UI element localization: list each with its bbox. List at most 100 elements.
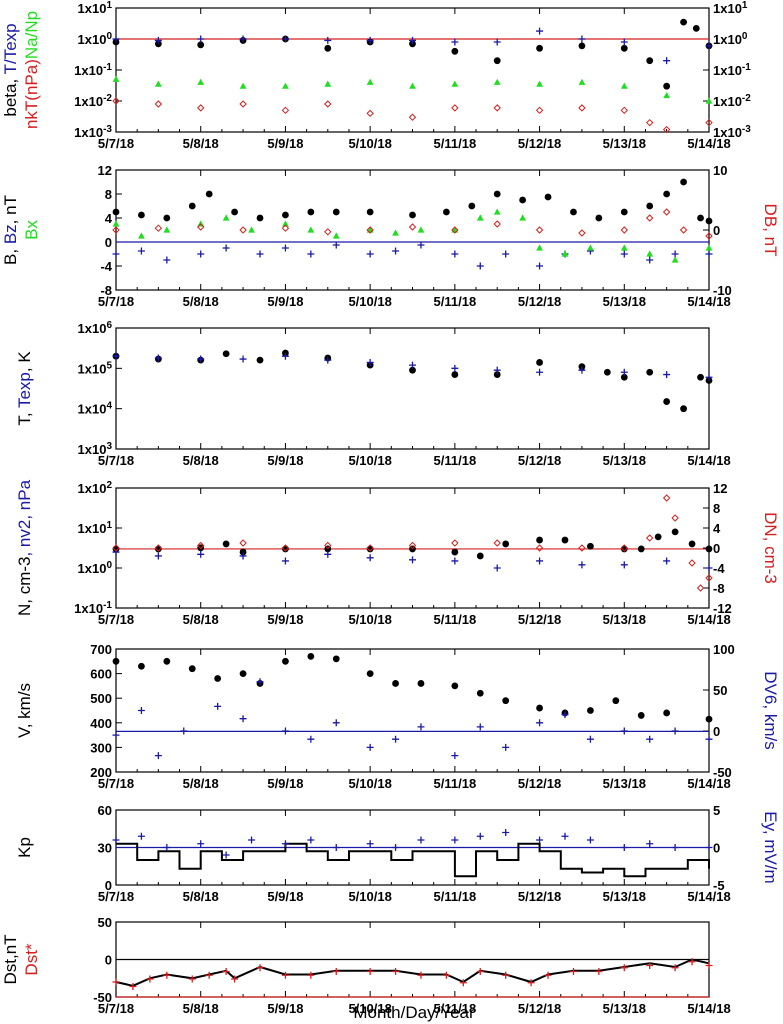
data-point	[256, 250, 264, 258]
x-tick-label: 5/13/18	[603, 612, 646, 627]
data-point	[256, 678, 264, 686]
data-point	[646, 368, 654, 376]
data-point	[586, 836, 594, 844]
y-tick-label: 600	[90, 667, 112, 682]
data-point	[332, 208, 340, 216]
x-tick-label: 5/9/18	[267, 776, 303, 791]
x-tick-label: 5/11/18	[434, 776, 477, 791]
data-point	[137, 832, 145, 840]
x-tick-label: 5/7/18	[98, 889, 134, 904]
data-point	[154, 36, 162, 44]
data-point	[620, 727, 628, 735]
x-tick-label: 5/11/18	[434, 889, 477, 904]
data-point	[281, 727, 289, 735]
data-point	[163, 226, 171, 233]
data-point	[493, 104, 501, 112]
data-point	[578, 366, 586, 374]
y-right-tick-label: 10	[713, 163, 727, 178]
data-point	[281, 352, 289, 360]
x-tick-label: 5/11/18	[434, 612, 477, 627]
data-point	[705, 844, 713, 851]
x-tick-label: 5/13/18	[603, 889, 646, 904]
y-tick-label: -8	[100, 283, 112, 298]
data-point	[451, 371, 459, 378]
x-tick-label: 5/12/18	[518, 136, 561, 151]
data-point	[197, 35, 205, 43]
panel-beta: 5/7/18 5/8/18 5/9/18 5/10/18 5/11/18 5/12/18 5…	[1, 0, 751, 151]
data-point	[324, 36, 332, 44]
data-point	[239, 355, 247, 363]
data-point	[112, 35, 120, 43]
data-point	[417, 241, 425, 249]
x-tick-label: 5/12/18	[518, 612, 561, 627]
data-point	[493, 208, 501, 215]
series-blue	[112, 352, 713, 381]
data-point	[527, 979, 535, 987]
data-point	[535, 544, 544, 552]
data-point	[536, 368, 544, 376]
data-point	[476, 552, 484, 560]
y-tick-label: 30	[98, 841, 112, 856]
data-point	[324, 100, 332, 108]
x-tick-label: 5/11/18	[434, 136, 477, 151]
x-tick-label: 5/12/18	[518, 294, 561, 309]
y-right-tick-label: -4	[713, 561, 725, 576]
y-axis-label: V, km/s	[15, 683, 34, 738]
data-point	[231, 208, 239, 216]
series-red	[112, 958, 713, 990]
data-point	[620, 844, 628, 851]
data-point	[409, 556, 416, 564]
data-point	[697, 214, 704, 222]
data-point	[451, 548, 459, 556]
data-point	[112, 75, 120, 82]
data-point	[138, 662, 145, 670]
data-point	[366, 226, 374, 234]
panel-dst: 5/7/18 5/8/18 5/9/18 5/10/18 5/11/18 5/12/18 5…	[1, 915, 731, 1016]
data-point	[688, 958, 696, 966]
data-point	[222, 244, 230, 252]
data-point	[154, 354, 162, 362]
x-tick-label: 5/14/18	[687, 1001, 730, 1016]
x-tick-label: 5/8/18	[183, 889, 219, 904]
data-point	[137, 707, 145, 714]
x-tick-label: 5/14/18	[687, 889, 730, 904]
data-point	[705, 962, 713, 969]
data-point	[112, 836, 120, 844]
data-point	[154, 80, 162, 87]
y-right-tick-label: 4	[713, 521, 721, 536]
data-point	[654, 533, 662, 541]
data-point	[696, 584, 705, 592]
y-tick-label: 1x105	[78, 360, 113, 376]
data-point	[307, 226, 315, 233]
data-point	[536, 359, 543, 366]
data-point	[705, 250, 713, 258]
data-point	[493, 190, 501, 198]
y-right-tick-label: 100	[713, 642, 735, 657]
data-point	[502, 697, 510, 705]
y-tick-label: 500	[90, 691, 112, 706]
x-tick-label: 5/9/18	[267, 1001, 303, 1016]
data-point	[476, 262, 484, 270]
series-line	[116, 842, 710, 878]
data-point	[663, 190, 671, 198]
data-point	[138, 232, 145, 239]
data-point	[451, 364, 459, 372]
y-tick-label: 1x101	[78, 0, 113, 16]
y-tick-label: 1x102	[78, 480, 113, 496]
data-point	[324, 228, 332, 236]
data-point	[197, 78, 205, 85]
data-point	[620, 250, 628, 258]
data-point	[188, 665, 196, 673]
data-point	[561, 250, 569, 257]
series-black	[112, 178, 713, 225]
data-point	[239, 82, 247, 89]
x-tick-label: 5/14/18	[687, 453, 730, 468]
y-tick-label: 1x10-2	[74, 93, 112, 109]
x-tick-label: 5/8/18	[183, 453, 219, 468]
data-point	[332, 719, 340, 727]
data-point	[417, 836, 425, 844]
data-point	[536, 27, 544, 35]
data-point	[679, 226, 688, 234]
y-tick-label: 1x101	[78, 520, 113, 536]
